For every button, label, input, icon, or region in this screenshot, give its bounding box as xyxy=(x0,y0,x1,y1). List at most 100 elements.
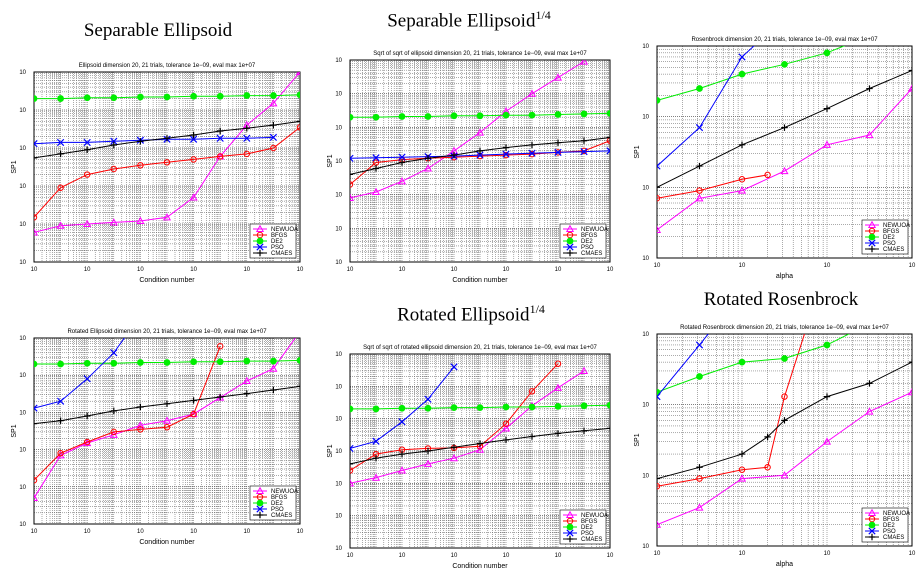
data-point-cmaes xyxy=(350,171,354,178)
x-tick-label: 10 xyxy=(909,551,916,557)
data-point-newuoa xyxy=(350,193,355,201)
legend-label: DE2 xyxy=(581,525,593,531)
data-point-pso xyxy=(372,154,380,162)
data-point-cmaes xyxy=(243,125,250,132)
x-tick-label: 10 xyxy=(503,267,510,273)
series-cmaes xyxy=(657,358,912,482)
y-tick-label: 10 xyxy=(335,417,342,423)
series-line-pso xyxy=(34,136,274,145)
x-tick-label: 10 xyxy=(824,551,831,557)
data-point-pso xyxy=(34,140,38,148)
y-tick-label: 10 xyxy=(335,384,342,390)
series-line-bfgs xyxy=(657,174,768,199)
plot-frame xyxy=(349,59,611,263)
data-point-de2 xyxy=(270,357,277,365)
data-point-newuoa xyxy=(579,366,589,374)
x-tick-label: 10 xyxy=(31,267,38,273)
series-line-bfgs xyxy=(657,334,805,487)
data-point-bfgs xyxy=(83,171,91,178)
data-point-de2 xyxy=(83,94,91,102)
data-point-bfgs xyxy=(764,171,771,179)
data-point-de2 xyxy=(243,92,251,99)
data-point-de2 xyxy=(398,113,406,120)
y-axis-label: SP1 xyxy=(11,160,18,173)
legend-marker xyxy=(565,224,575,233)
data-point-de2 xyxy=(296,91,300,99)
legend-marker xyxy=(255,224,265,233)
x-axis-label: Condition number xyxy=(139,539,195,546)
data-point-de2 xyxy=(606,109,610,117)
series-line-pso xyxy=(657,334,709,397)
data-point-cmaes xyxy=(270,386,277,394)
series-pso xyxy=(657,46,755,170)
y-tick-label: 10 xyxy=(19,336,26,342)
chart-rotated-rosenbrock: Rotated Rosenbrock dimension 20, 21 tria… xyxy=(634,325,916,568)
data-point-pso xyxy=(695,123,704,132)
data-point-de2 xyxy=(606,401,610,409)
data-point-de2 xyxy=(696,373,703,380)
data-point-de2 xyxy=(350,113,354,121)
data-point-pso xyxy=(110,137,118,145)
data-point-bfgs xyxy=(502,420,510,427)
data-point-bfgs xyxy=(372,159,380,166)
x-tick-label: 10 xyxy=(399,553,406,559)
x-tick-label: 10 xyxy=(607,553,614,559)
data-point-de2 xyxy=(823,49,831,57)
y-tick-label: 10 xyxy=(19,108,26,114)
series-line-newuoa xyxy=(350,61,585,199)
chart-title: Sqrt of sqrt of rotated ellipsoid dimens… xyxy=(363,345,597,351)
series-pso xyxy=(34,338,125,412)
legend-marker xyxy=(868,245,876,253)
x-tick-label: 10 xyxy=(555,267,562,273)
data-point-pso xyxy=(424,395,432,403)
data-point-newuoa xyxy=(475,128,485,136)
data-point-de2 xyxy=(554,111,562,118)
data-point-pso xyxy=(398,418,406,426)
legend-label: NEWUOA xyxy=(883,223,910,229)
data-point-cmaes xyxy=(908,358,912,366)
y-tick-label: 10 xyxy=(335,125,342,131)
x-tick-label: 10 xyxy=(297,529,304,535)
data-point-newuoa xyxy=(475,445,485,453)
legend-label: PSO xyxy=(271,245,284,251)
data-point-newuoa xyxy=(371,187,381,196)
data-point-pso xyxy=(738,53,746,61)
legend-label: BFGS xyxy=(883,229,899,235)
data-point-pso xyxy=(476,151,484,159)
chart-title: Rosenbrock dimension 20, 21 trials, tole… xyxy=(691,37,878,43)
data-point-de2 xyxy=(34,95,38,102)
data-point-cmaes xyxy=(781,417,788,424)
data-point-cmaes xyxy=(606,425,610,432)
data-point-pso xyxy=(243,134,251,142)
data-point-cmaes xyxy=(398,159,406,166)
data-point-cmaes xyxy=(424,447,432,455)
data-point-de2 xyxy=(296,357,300,364)
series-de2 xyxy=(657,46,846,104)
y-tick-label: 10 xyxy=(19,448,26,454)
data-point-cmaes xyxy=(190,131,197,139)
plot-frame xyxy=(656,45,913,259)
legend-marker xyxy=(868,233,876,241)
data-point-bfgs xyxy=(110,428,118,436)
data-point-newuoa xyxy=(907,387,912,396)
data-point-cmaes xyxy=(34,420,38,427)
series-cmaes xyxy=(350,425,610,468)
series-de2 xyxy=(350,109,610,121)
data-point-newuoa xyxy=(780,166,789,175)
y-tick-label: 10 xyxy=(19,146,26,152)
legend-marker xyxy=(256,243,264,251)
figure-title-rotated-rosenbrock: Rotated Rosenbrock xyxy=(703,289,859,310)
data-point-de2 xyxy=(554,402,562,410)
data-point-newuoa xyxy=(269,99,278,107)
legend-label: NEWUOA xyxy=(581,227,608,233)
series-pso xyxy=(350,147,610,162)
legend-label: CMAES xyxy=(581,251,602,257)
y-tick-label: 10 xyxy=(335,226,342,232)
data-point-bfgs xyxy=(696,187,703,194)
data-point-de2 xyxy=(216,92,224,100)
y-tick-label: 10 xyxy=(642,403,649,409)
data-point-de2 xyxy=(476,404,484,411)
series-line-newuoa xyxy=(657,391,912,526)
data-point-de2 xyxy=(580,110,588,118)
data-point-cmaes xyxy=(137,138,144,145)
